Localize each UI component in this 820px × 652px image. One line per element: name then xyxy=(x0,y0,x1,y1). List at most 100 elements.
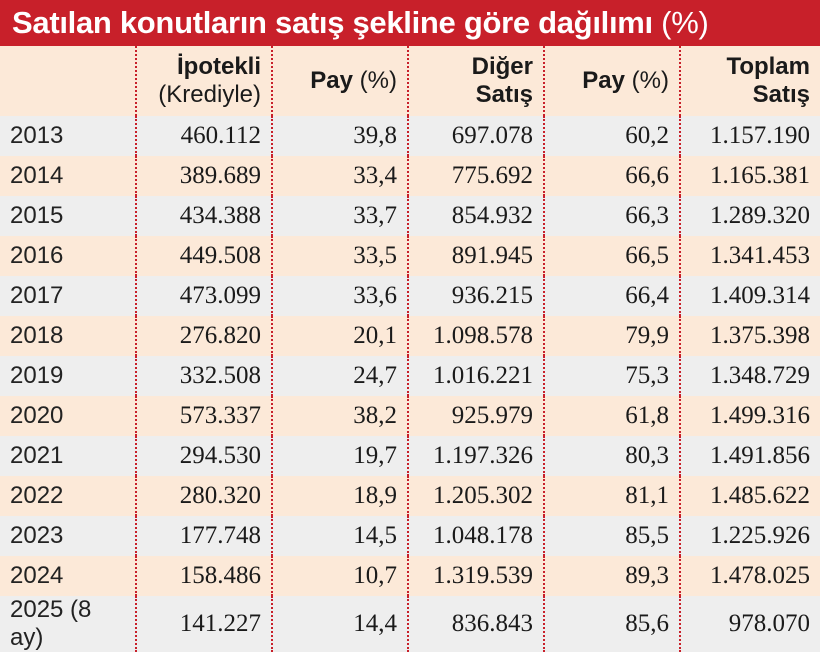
header-other-share-label: Pay xyxy=(582,67,625,94)
other-sales-cell: 925.979 xyxy=(407,396,544,436)
total-sales-cell: 1.409.314 xyxy=(679,276,820,316)
other-sales-cell: 836.843 xyxy=(407,596,544,652)
mortgage-share-cell: 33,6 xyxy=(271,276,408,316)
total-sales-cell: 1.165.381 xyxy=(679,156,820,196)
other-share-cell: 80,3 xyxy=(543,436,680,476)
table-row: 2021 294.530 19,7 1.197.326 80,3 1.491.856 xyxy=(0,436,820,476)
total-sales-cell: 1.485.622 xyxy=(679,476,820,516)
total-sales-cell: 978.070 xyxy=(679,596,820,652)
year-cell: 2013 xyxy=(10,122,64,149)
year-cell: 2018 xyxy=(10,322,64,349)
other-share-cell: 85,5 xyxy=(543,516,680,556)
total-sales-cell: 1.478.025 xyxy=(679,556,820,596)
other-share-cell: 85,6 xyxy=(543,596,680,652)
header-other-line1: Diğer xyxy=(471,53,533,80)
total-sales-cell: 1.225.926 xyxy=(679,516,820,556)
mortgage-share-cell: 19,7 xyxy=(271,436,408,476)
other-sales-cell: 1.048.178 xyxy=(407,516,544,556)
total-sales-cell: 1.491.856 xyxy=(679,436,820,476)
year-cell: 2017 xyxy=(10,282,64,309)
mortgage-cell: 141.227 xyxy=(135,596,272,652)
header-row: İpotekli (Krediyle) Pay (%) Diğer Satış … xyxy=(0,46,820,116)
year-cell: 2014 xyxy=(10,162,64,189)
other-share-cell: 66,6 xyxy=(543,156,680,196)
mortgage-share-cell: 33,7 xyxy=(271,196,408,236)
table-row: 2019 332.508 24,7 1.016.221 75,3 1.348.729 xyxy=(0,356,820,396)
other-sales-cell: 1.205.302 xyxy=(407,476,544,516)
mortgage-share-cell: 14,4 xyxy=(271,596,408,652)
year-cell: 2019 xyxy=(10,362,64,389)
title-unit: (%) xyxy=(661,5,709,40)
other-sales-cell: 697.078 xyxy=(407,116,544,156)
other-sales-cell: 775.692 xyxy=(407,156,544,196)
mortgage-share-cell: 20,1 xyxy=(271,316,408,356)
year-cell: 2015 xyxy=(10,202,64,229)
mortgage-share-cell: 38,2 xyxy=(271,396,408,436)
total-sales-cell: 1.341.453 xyxy=(679,236,820,276)
table-row: 2018 276.820 20,1 1.098.578 79,9 1.375.398 xyxy=(0,316,820,356)
year-cell: 2022 xyxy=(10,482,64,509)
table-row: 2015 434.388 33,7 854.932 66,3 1.289.320 xyxy=(0,196,820,236)
total-sales-cell: 1.157.190 xyxy=(679,116,820,156)
mortgage-share-cell: 10,7 xyxy=(271,556,408,596)
table-row: 2016 449.508 33,5 891.945 66,5 1.341.453 xyxy=(0,236,820,276)
other-sales-cell: 1.319.539 xyxy=(407,556,544,596)
mortgage-cell: 280.320 xyxy=(135,476,272,516)
mortgage-share-cell: 14,5 xyxy=(271,516,408,556)
header-year xyxy=(0,46,136,116)
table-body: 2013 460.112 39,8 697.078 60,2 1.157.190 2014 3… xyxy=(0,116,820,652)
header-mortgage-line1: İpotekli xyxy=(176,53,261,80)
mortgage-share-cell: 33,5 xyxy=(271,236,408,276)
other-sales-cell: 1.197.326 xyxy=(407,436,544,476)
mortgage-cell: 573.337 xyxy=(135,396,272,436)
other-sales-cell: 854.932 xyxy=(407,196,544,236)
table-row: 2022 280.320 18,9 1.205.302 81,1 1.485.622 xyxy=(0,476,820,516)
total-sales-cell: 1.375.398 xyxy=(679,316,820,356)
header-other-sales: Diğer Satış xyxy=(407,46,544,116)
header-mortgage-share-label: Pay xyxy=(310,67,353,94)
total-sales-cell: 1.289.320 xyxy=(679,196,820,236)
other-sales-cell: 936.215 xyxy=(407,276,544,316)
data-table: İpotekli (Krediyle) Pay (%) Diğer Satış … xyxy=(0,46,820,652)
mortgage-cell: 389.689 xyxy=(135,156,272,196)
header-total-line2: Satış xyxy=(752,81,810,108)
total-sales-cell: 1.348.729 xyxy=(679,356,820,396)
mortgage-cell: 294.530 xyxy=(135,436,272,476)
chart-title: Satılan konutların satış şekline göre da… xyxy=(0,0,820,46)
other-sales-cell: 891.945 xyxy=(407,236,544,276)
mortgage-cell: 449.508 xyxy=(135,236,272,276)
year-cell: 2020 xyxy=(10,402,64,429)
mortgage-cell: 473.099 xyxy=(135,276,272,316)
mortgage-cell: 434.388 xyxy=(135,196,272,236)
mortgage-cell: 158.486 xyxy=(135,556,272,596)
other-share-cell: 89,3 xyxy=(543,556,680,596)
table-row: 2013 460.112 39,8 697.078 60,2 1.157.190 xyxy=(0,116,820,156)
other-sales-cell: 1.098.578 xyxy=(407,316,544,356)
table-row: 2014 389.689 33,4 775.692 66,6 1.165.381 xyxy=(0,156,820,196)
mortgage-cell: 276.820 xyxy=(135,316,272,356)
other-share-cell: 61,8 xyxy=(543,396,680,436)
year-cell: 2016 xyxy=(10,242,64,269)
header-other-share: Pay (%) xyxy=(543,46,680,116)
header-mortgage-line2: (Krediyle) xyxy=(158,81,261,108)
year-cell: 2021 xyxy=(10,442,64,469)
mortgage-cell: 332.508 xyxy=(135,356,272,396)
table-row: 2024 158.486 10,7 1.319.539 89,3 1.478.025 xyxy=(0,556,820,596)
other-share-cell: 75,3 xyxy=(543,356,680,396)
mortgage-cell: 460.112 xyxy=(135,116,272,156)
table-row: 2025 (8 ay) 141.227 14,4 836.843 85,6 978.070 xyxy=(0,596,820,652)
mortgage-share-cell: 24,7 xyxy=(271,356,408,396)
total-sales-cell: 1.499.316 xyxy=(679,396,820,436)
other-share-cell: 79,9 xyxy=(543,316,680,356)
other-share-cell: 66,3 xyxy=(543,196,680,236)
header-total-line1: Toplam xyxy=(726,53,810,80)
table-row: 2017 473.099 33,6 936.215 66,4 1.409.314 xyxy=(0,276,820,316)
header-mortgage: İpotekli (Krediyle) xyxy=(135,46,272,116)
header-mortgage-share-unit: (%) xyxy=(359,67,397,94)
header-other-line2: Satış xyxy=(475,81,533,108)
title-main: Satılan konutların satış şekline göre da… xyxy=(12,5,653,40)
other-share-cell: 66,4 xyxy=(543,276,680,316)
mortgage-cell: 177.748 xyxy=(135,516,272,556)
header-mortgage-share: Pay (%) xyxy=(271,46,408,116)
other-sales-cell: 1.016.221 xyxy=(407,356,544,396)
